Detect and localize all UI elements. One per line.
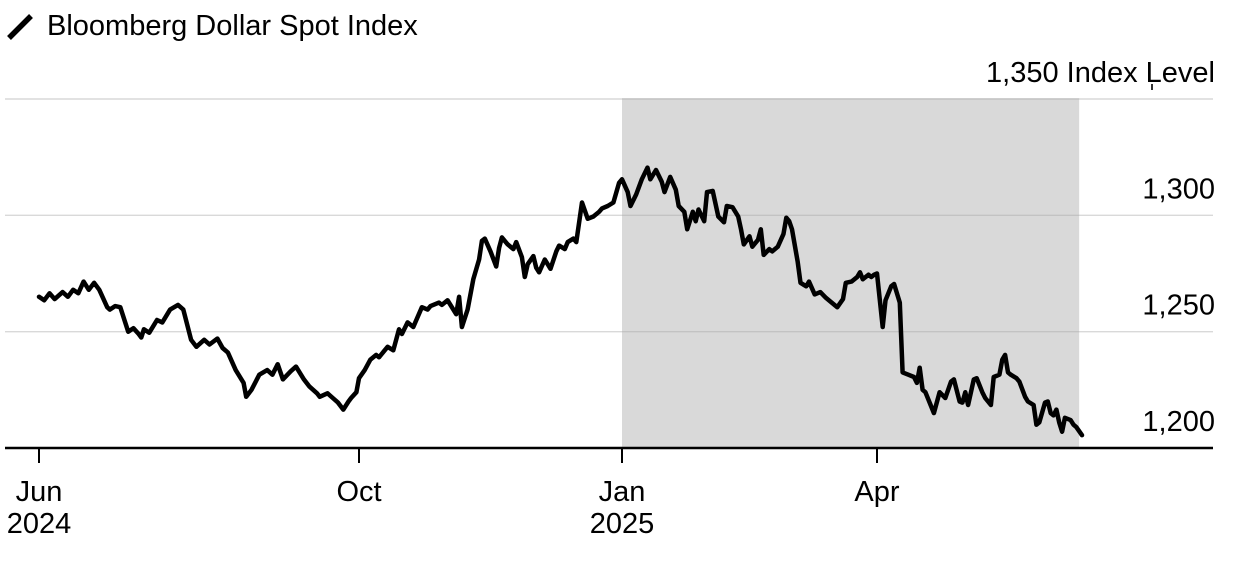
y-axis-unit-tick: [1151, 84, 1153, 90]
y-label-1200: 1,200: [1142, 406, 1215, 438]
y-label-1300: 1,300: [1142, 173, 1215, 205]
x-label-oct: Oct: [336, 476, 381, 508]
x-label-jun: Jun: [16, 476, 63, 508]
line-legend-icon: [7, 13, 33, 40]
x-label-jan: Jan: [599, 476, 646, 508]
x-label-apr: Apr: [854, 476, 899, 508]
y-label-1250: 1,250: [1142, 290, 1215, 322]
chart-header: Bloomberg Dollar Spot Index: [6, 10, 418, 43]
y-label-1350: 1,350 Index Level: [986, 57, 1215, 89]
chart-title: Bloomberg Dollar Spot Index: [47, 10, 418, 42]
x-year-label-2025: 2025: [590, 508, 655, 540]
index-line: [36, 165, 1085, 438]
x-year-label-2024: 2024: [7, 508, 72, 540]
shaded-region: [622, 99, 1080, 448]
